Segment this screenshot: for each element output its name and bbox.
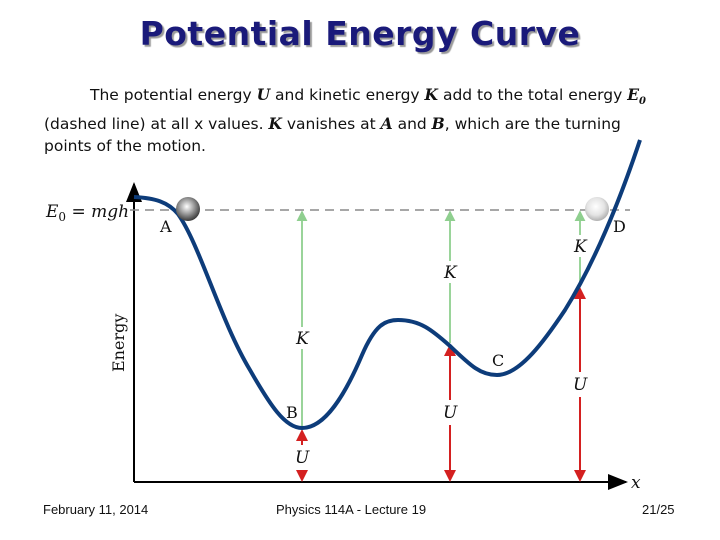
e0-label: E0 = mgh <box>45 202 129 224</box>
text: and <box>392 115 432 134</box>
x-axis-label: x <box>631 473 641 493</box>
text: and kinetic energy <box>270 86 425 104</box>
point-b-label: B <box>286 403 298 422</box>
footer-page-number: 21/25 <box>642 502 675 517</box>
u-label-mid: U <box>443 403 458 423</box>
slide-title: Potential Energy Curve <box>139 14 581 53</box>
ball-at-d <box>585 197 609 221</box>
potential-energy-curve <box>133 139 642 431</box>
symbol-b: B <box>431 114 445 134</box>
u-label-b: U <box>295 448 310 468</box>
ball-at-a <box>176 197 200 221</box>
k-label-mid: K <box>443 263 458 283</box>
text: (dashed line) at all x values. <box>44 115 269 134</box>
symbol-e0: E0 <box>627 85 647 108</box>
text: The potential energy <box>90 86 257 104</box>
text: vanishes at <box>281 115 381 134</box>
u-label-right: U <box>573 375 588 395</box>
k-label-right: K <box>573 237 588 257</box>
text: , which are the turning points of the mo… <box>44 115 621 156</box>
symbol-u: U <box>256 85 271 104</box>
y-axis-label: Energy <box>109 314 128 372</box>
description-paragraph: The potential energy U and kinetic energ… <box>44 84 664 157</box>
symbol-k: K <box>268 114 282 134</box>
point-a-label: A <box>159 217 172 236</box>
symbol-k: K <box>424 85 439 104</box>
symbol-a: A <box>380 114 393 134</box>
footer-date: February 11, 2014 <box>43 502 149 517</box>
text: add to the total energy <box>438 86 628 104</box>
footer-course: Physics 114A - Lecture 19 <box>276 502 427 517</box>
point-d-label: D <box>613 217 626 236</box>
k-label-b: K <box>295 329 310 349</box>
point-c-label: C <box>492 351 504 370</box>
